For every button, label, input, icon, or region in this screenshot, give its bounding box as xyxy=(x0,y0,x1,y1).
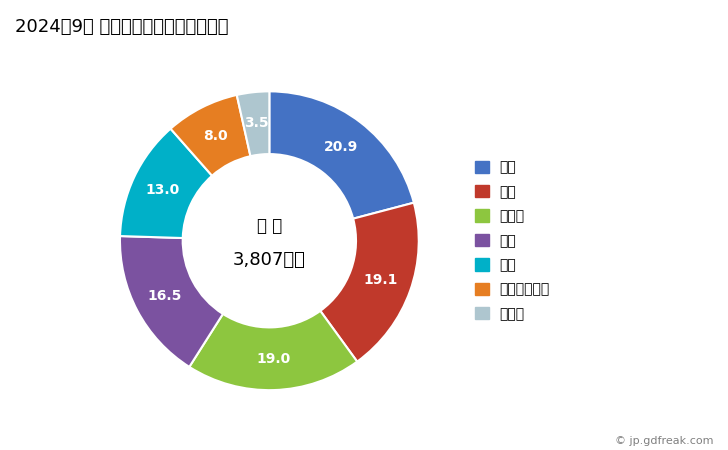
Wedge shape xyxy=(120,129,212,238)
Text: 13.0: 13.0 xyxy=(146,184,180,198)
Wedge shape xyxy=(189,311,357,390)
Text: 19.1: 19.1 xyxy=(363,274,397,288)
Text: 20.9: 20.9 xyxy=(324,140,358,154)
Wedge shape xyxy=(320,202,419,362)
Text: 8.0: 8.0 xyxy=(203,129,228,143)
Wedge shape xyxy=(120,236,223,367)
Text: 19.0: 19.0 xyxy=(256,352,290,366)
Text: 2024年9月 輸出相手国のシェア（％）: 2024年9月 輸出相手国のシェア（％） xyxy=(15,18,228,36)
Text: 総 額: 総 額 xyxy=(257,217,282,235)
Wedge shape xyxy=(237,91,269,156)
Wedge shape xyxy=(269,91,414,219)
Text: 3.5: 3.5 xyxy=(244,117,269,130)
Text: 3,807万円: 3,807万円 xyxy=(233,251,306,269)
Legend: 韓国, 香港, マカオ, 台湾, 米国, シンガポール, その他: 韓国, 香港, マカオ, 台湾, 米国, シンガポール, その他 xyxy=(470,156,554,325)
Wedge shape xyxy=(170,95,250,176)
Text: 16.5: 16.5 xyxy=(148,289,182,303)
Text: © jp.gdfreak.com: © jp.gdfreak.com xyxy=(615,436,713,446)
